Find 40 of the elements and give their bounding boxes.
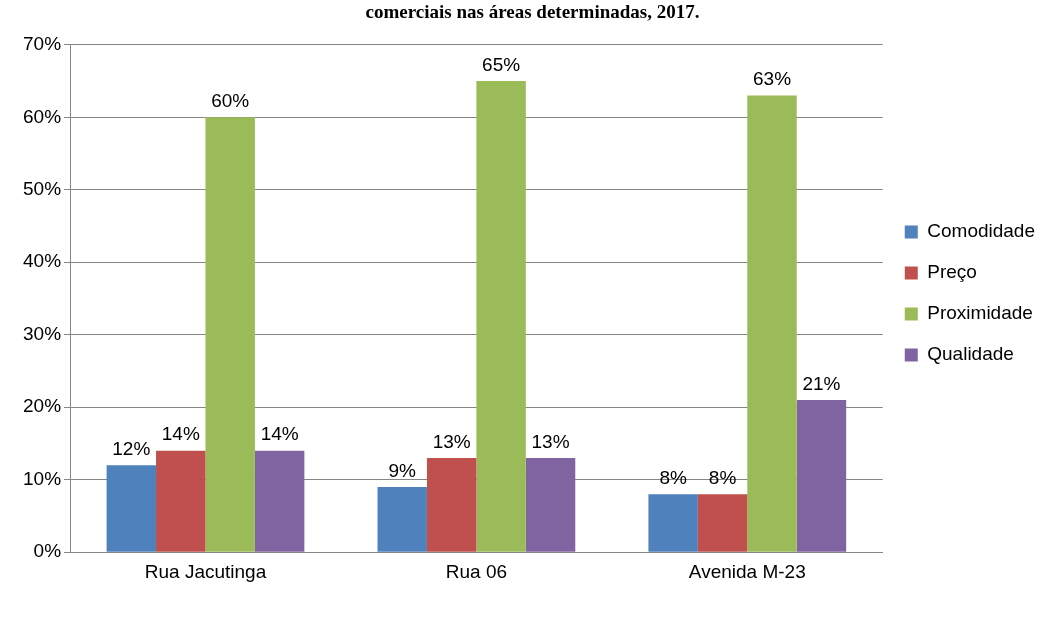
data-label: 13% — [531, 430, 570, 452]
bar — [156, 450, 206, 552]
data-label: 63% — [753, 68, 792, 90]
data-label: 60% — [211, 90, 250, 112]
legend-label: Preço — [927, 261, 977, 283]
data-label: 14% — [161, 423, 200, 445]
data-label: 9% — [388, 459, 417, 481]
bar — [254, 450, 305, 552]
bar — [426, 457, 477, 552]
bar — [648, 494, 698, 552]
data-label: 12% — [112, 437, 151, 459]
y-tick-label: 10% — [23, 467, 62, 489]
bar — [697, 494, 748, 552]
legend-label: Comodidade — [927, 220, 1036, 242]
y-tick-label: 60% — [23, 105, 62, 127]
data-label: 13% — [432, 430, 471, 452]
x-tick-label: Rua Jacutinga — [144, 560, 267, 582]
x-tick-label: Rua 06 — [445, 560, 508, 582]
bar — [106, 465, 157, 552]
bar — [205, 117, 255, 552]
bar — [377, 486, 427, 552]
data-label: 21% — [802, 372, 841, 394]
y-tick-label: 30% — [23, 322, 62, 344]
bar — [796, 399, 847, 552]
y-tick-label: 20% — [23, 395, 62, 417]
y-tick-label: 40% — [23, 250, 62, 272]
bar — [525, 457, 576, 552]
x-tick-label: Avenida M-23 — [688, 560, 806, 582]
y-tick-label: 0% — [33, 540, 62, 562]
data-label: 14% — [260, 423, 299, 445]
data-label: 65% — [482, 53, 521, 75]
data-label: 8% — [659, 466, 687, 488]
bar — [747, 95, 797, 552]
legend-label: Qualidade — [927, 343, 1014, 365]
y-tick-label: 70% — [23, 33, 62, 55]
data-label: 8% — [708, 466, 737, 488]
bar — [476, 81, 526, 552]
legend-label: Proximidade — [927, 302, 1033, 324]
y-tick-label: 50% — [23, 178, 62, 200]
chart-title: comerciais nas áreas determinadas, 2017. — [365, 1, 700, 23]
